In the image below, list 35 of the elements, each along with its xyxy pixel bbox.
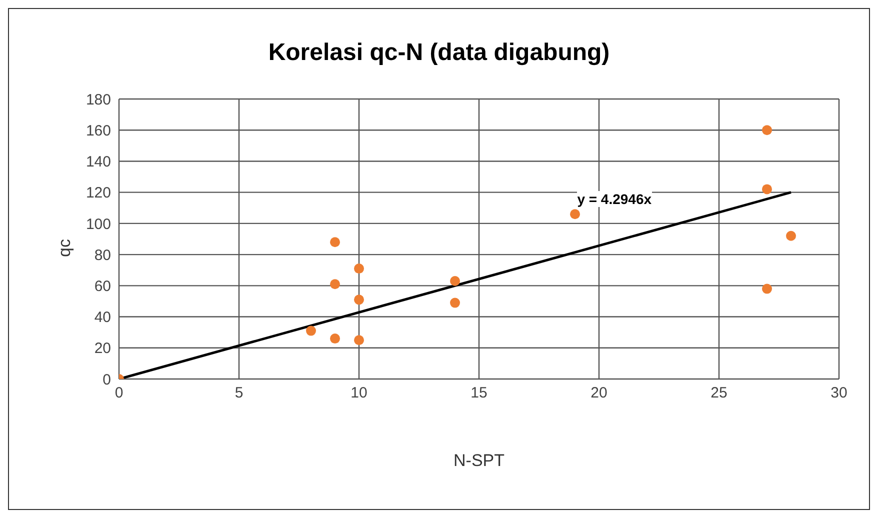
point [762, 184, 772, 194]
point [450, 298, 460, 308]
point [354, 335, 364, 346]
y-tick-label: 120 [86, 184, 111, 202]
point [330, 334, 340, 344]
x-tick-label: 30 [830, 384, 848, 402]
x-tick-label: 20 [590, 384, 608, 402]
point [354, 264, 364, 274]
point [570, 209, 580, 220]
x-tick-label: 5 [234, 384, 244, 402]
x-tick-label: 0 [114, 384, 124, 402]
point [330, 279, 340, 290]
annotation: y = 4.2946x [577, 190, 652, 207]
y-tick-label: 40 [94, 309, 111, 326]
y-tick-label: 180 [86, 91, 111, 108]
chart-title: Korelasi qc-N (data digabung) [267, 39, 611, 67]
x-axis-title: N-SPT [454, 451, 504, 470]
y-tick-label: 80 [94, 246, 111, 264]
y-tick-label: 100 [86, 216, 111, 233]
point [450, 276, 460, 286]
x-tick-label: 10 [350, 384, 368, 402]
point [762, 125, 772, 136]
y-tick-label: 60 [94, 278, 111, 295]
y-tick-label: 160 [86, 122, 111, 140]
point [306, 326, 316, 336]
x-tick-label: 15 [470, 384, 488, 402]
point [762, 284, 772, 294]
x-tick-label: 25 [710, 384, 728, 402]
point [330, 237, 340, 248]
y-tick-label: 20 [94, 340, 111, 358]
point [786, 230, 796, 241]
y-tick-label: 140 [86, 154, 111, 171]
y-axis-title: qc [55, 238, 74, 257]
point [354, 294, 364, 305]
y-tick-label: 0 [102, 371, 111, 388]
